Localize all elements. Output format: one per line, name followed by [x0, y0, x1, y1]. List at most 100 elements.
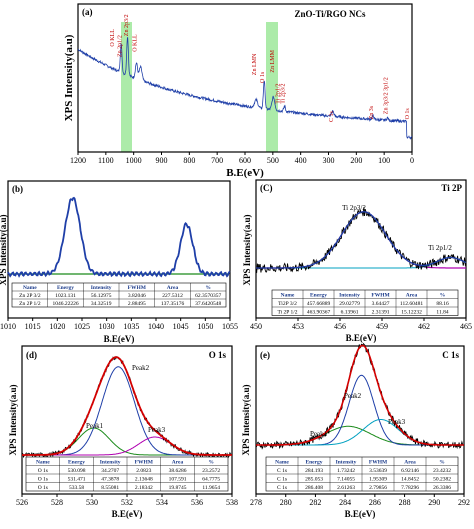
- panel-a-title: ZnO-Ti/RGO NCs: [294, 9, 366, 19]
- peak-annotation: Zn 3p3/2 3p1/2: [384, 77, 390, 114]
- x-tick-label: 1035: [123, 322, 139, 331]
- panel-e-label: (e): [260, 350, 270, 360]
- table-header: Area: [167, 285, 179, 291]
- peak-label-c-peak1: Peak1: [310, 430, 328, 438]
- table-cell: 11.9654: [202, 485, 220, 491]
- peak-annotation: Zn 2p3/2: [124, 14, 130, 36]
- table-cell: 7.14055: [337, 477, 355, 483]
- table-cell: 2.61263: [337, 485, 355, 491]
- panel-e-x-ticks: 278 280 282 284 286 288 290 292: [250, 494, 470, 507]
- x-tick-label: 536: [191, 498, 203, 507]
- table-cell: 47.3878: [101, 477, 119, 483]
- x-tick-label: 292: [458, 498, 470, 507]
- table-cell: 533.58: [69, 485, 84, 491]
- panel-d-title: O 1s: [209, 350, 227, 360]
- panel-a: (a) ZnO-Ti/RGO NCs 1200 1100 1000 900 800 700…: [63, 3, 414, 179]
- peak-annotation: Zn LMN: [252, 53, 258, 75]
- x-tick-label: 1010: [0, 322, 16, 331]
- x-tick-label: 800: [183, 156, 195, 165]
- panel-c-frame: [255, 179, 467, 319]
- panel-a-xlabel: B.E(eV): [226, 167, 264, 179]
- panel-b-ylabel: XPS Intensity(a.u): [0, 214, 8, 285]
- peak-label-o-peak2: Peak2: [132, 364, 150, 372]
- table-cell: 38.6286: [169, 468, 187, 474]
- x-tick-label: 900: [156, 156, 168, 165]
- x-tick-label: 100: [378, 156, 390, 165]
- table-cell: 6.13961: [341, 310, 359, 316]
- ti2p-envelope-line: [256, 211, 467, 269]
- table-header: Energy: [57, 285, 74, 291]
- table-cell: 19.8745: [169, 485, 187, 491]
- x-tick-label: 200: [350, 156, 362, 165]
- x-tick-label: 500: [267, 156, 279, 165]
- table-header: Intensity: [91, 285, 112, 291]
- x-tick-label: 459: [376, 322, 388, 331]
- table-cell: 34.2707: [101, 468, 119, 474]
- table-header: Area: [172, 460, 184, 466]
- x-tick-label: 282: [309, 498, 321, 507]
- table-header: Intensity: [100, 460, 121, 466]
- panel-b-xlabel: B.E(eV): [104, 334, 135, 344]
- highlight-zn2p: [121, 22, 132, 152]
- table-header: Name: [36, 460, 50, 466]
- table-cell: 15.12232: [401, 310, 422, 316]
- table-cell: 2.88495: [128, 301, 146, 307]
- c1s-peak1-line: [256, 425, 464, 446]
- peak-annotation: Zn 2p1/2: [117, 35, 123, 57]
- table-cell: 56.12975: [91, 293, 112, 299]
- table-cell: 8.55081: [101, 485, 119, 491]
- table-cell: 286.408: [305, 485, 323, 491]
- peak-label-o-peak3: Peak3: [148, 426, 166, 434]
- peak-annotation: Ti 2p3/2: [281, 84, 287, 104]
- x-tick-label: 1200: [70, 156, 86, 165]
- table-cell: Zn 2P 1/2: [19, 301, 41, 307]
- x-tick-label: 528: [51, 498, 63, 507]
- panel-a-ylabel: XPS Intensity(a.u): [63, 34, 75, 121]
- table-cell: 6.92146: [401, 468, 419, 474]
- table-cell: 11.84: [436, 310, 448, 316]
- x-tick-label: 284: [339, 498, 351, 507]
- table-cell: 7.78296: [401, 485, 419, 491]
- x-tick-label: 1000: [126, 156, 142, 165]
- table-cell: 23.4232: [433, 468, 451, 474]
- x-tick-label: 290: [428, 498, 440, 507]
- x-tick-label: 1015: [25, 322, 41, 331]
- table-cell: 112.60481: [400, 301, 423, 307]
- panel-d-table: Name Energy Intensity FWHM Area % O 1s 530.098 3…: [25, 456, 229, 492]
- x-tick-label: 600: [239, 156, 251, 165]
- x-tick-label: 1045: [173, 322, 189, 331]
- panel-b-frame: [7, 180, 231, 319]
- table-header: Energy: [305, 460, 322, 466]
- ti2p32-fit-line: [256, 211, 466, 269]
- table-cell: 3.82046: [128, 293, 146, 299]
- table-header: FWHM: [371, 293, 390, 299]
- table-cell: 1046.22226: [52, 301, 78, 307]
- panel-e-title: C 1s: [442, 350, 459, 360]
- x-tick-label: 0: [410, 156, 414, 165]
- table-cell: Ti2P 3/2: [278, 301, 297, 307]
- table-cell: 3.53639: [369, 468, 387, 474]
- x-tick-label: 538: [226, 498, 238, 507]
- table-header: FWHM: [135, 460, 154, 466]
- table-header: Area: [404, 460, 416, 466]
- panel-b-x-ticks: 1010 1015 1020 1025 1030 1035 1040 1045 1050 1055: [0, 318, 238, 331]
- table-cell: 530.098: [68, 468, 86, 474]
- x-tick-label: 280: [280, 498, 292, 507]
- panel-a-label: (a): [82, 7, 93, 17]
- o1s-envelope-line: [22, 356, 232, 456]
- table-cell: 1023.131: [55, 293, 76, 299]
- table-cell: 34.32519: [91, 301, 112, 307]
- panel-c-title: Ti 2P: [441, 183, 462, 193]
- x-tick-label: 278: [250, 498, 262, 507]
- table-cell: 2.18342: [135, 485, 153, 491]
- c1s-peak3-line: [256, 419, 464, 446]
- table-cell: 62.3570357: [195, 293, 221, 299]
- table-cell: 50.2382: [433, 477, 451, 483]
- table-cell: 2.0823: [136, 468, 151, 474]
- x-tick-label: 700: [211, 156, 223, 165]
- x-tick-label: 462: [418, 322, 430, 331]
- table-cell: 285.053: [305, 477, 323, 483]
- table-header: Name: [281, 293, 295, 299]
- panel-c-table: Name Energy Intensity FWHM Area % Ti2P 3/2 457.…: [271, 289, 459, 316]
